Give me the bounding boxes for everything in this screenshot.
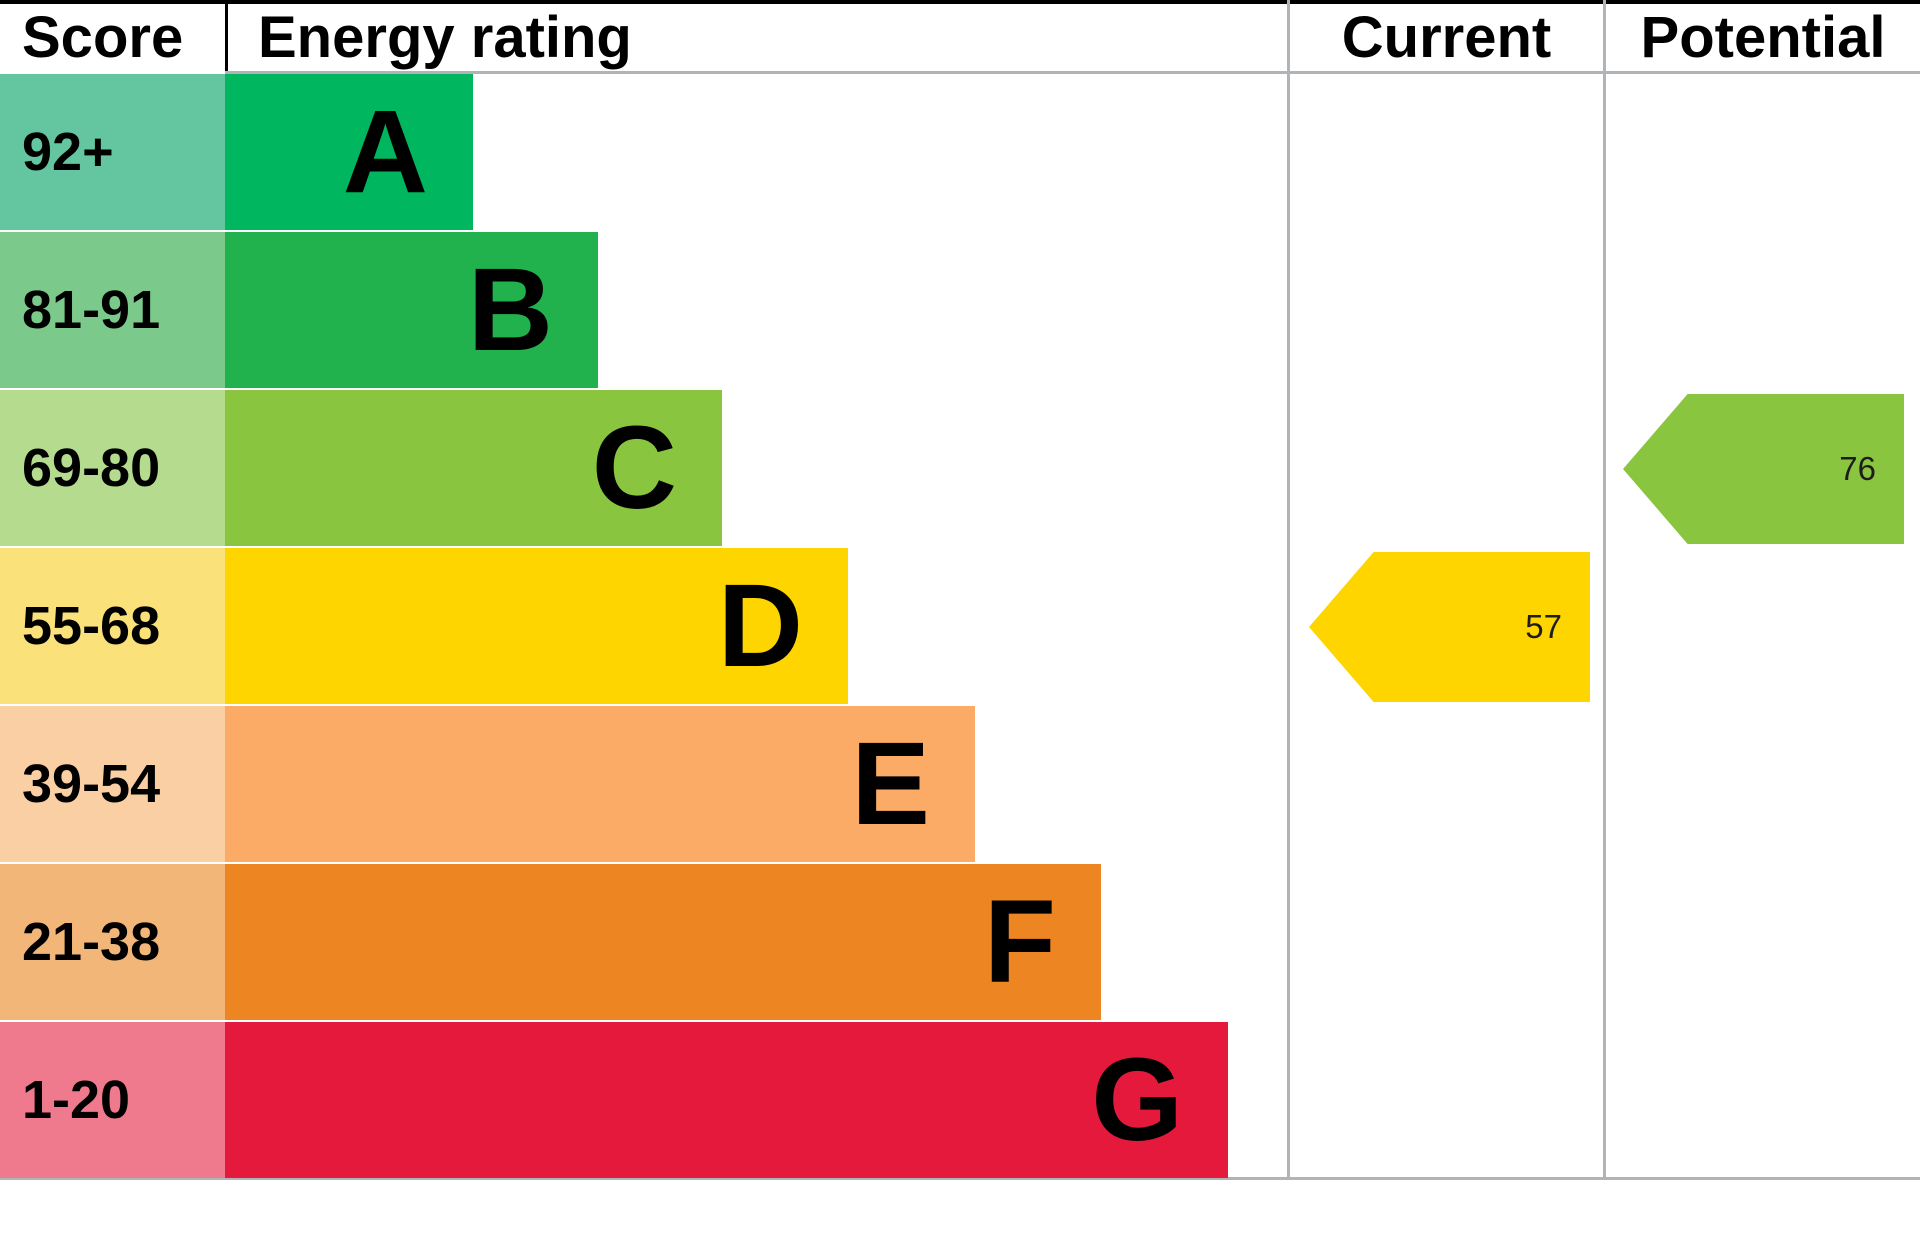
score-range-f: 21-38 <box>0 864 225 1020</box>
bottom-border-line <box>0 1177 1920 1180</box>
current-column-header: Current <box>1341 4 1552 70</box>
band-row-e: 39-54 E <box>0 706 1287 864</box>
top-border-line <box>0 0 1920 4</box>
band-row-a: 92+ A <box>0 74 1287 232</box>
potential-column-header: Potential <box>1640 4 1886 70</box>
band-bar-a: A <box>225 74 473 230</box>
current-column-divider <box>1287 0 1290 1180</box>
score-column-header: Score <box>22 4 184 70</box>
band-row-f: 21-38 F <box>0 864 1287 1022</box>
band-bar-f: F <box>225 864 1101 1020</box>
band-bar-e: E <box>225 706 975 862</box>
band-letter-d: D <box>717 560 803 692</box>
band-letter-f: F <box>983 876 1056 1008</box>
band-letter-c: C <box>591 402 677 534</box>
potential-rating-value: 76 <box>1839 450 1876 487</box>
current-rating-value: 57 <box>1525 608 1562 645</box>
score-range-c: 69-80 <box>0 390 225 546</box>
band-bar-c: C <box>225 390 722 546</box>
band-row-b: 81-91 B <box>0 232 1287 390</box>
score-range-d: 55-68 <box>0 548 225 704</box>
score-range-e: 39-54 <box>0 706 225 862</box>
energy-rating-column-header: Energy rating <box>258 4 632 70</box>
energy-rating-bands: 92+ A 81-91 B 69-80 C 55-68 D 39-54 E 21-38 F 1-20 G <box>0 74 1287 1180</box>
score-header-divider-line <box>225 0 228 74</box>
band-letter-e: E <box>851 718 930 850</box>
band-letter-a: A <box>342 86 428 218</box>
potential-rating-arrow: 76 <box>1623 394 1904 544</box>
header-underline <box>225 71 1920 74</box>
band-row-d: 55-68 D <box>0 548 1287 706</box>
band-letter-b: B <box>467 244 553 376</box>
potential-column-divider <box>1603 0 1606 1180</box>
score-range-a: 92+ <box>0 74 225 230</box>
score-range-g: 1-20 <box>0 1022 225 1178</box>
band-row-c: 69-80 C <box>0 390 1287 548</box>
band-row-g: 1-20 G <box>0 1022 1287 1180</box>
current-rating-arrow: 57 <box>1309 552 1590 702</box>
score-range-b: 81-91 <box>0 232 225 388</box>
band-bar-g: G <box>225 1022 1228 1178</box>
band-bar-d: D <box>225 548 848 704</box>
band-bar-b: B <box>225 232 598 388</box>
band-letter-g: G <box>1091 1034 1183 1166</box>
